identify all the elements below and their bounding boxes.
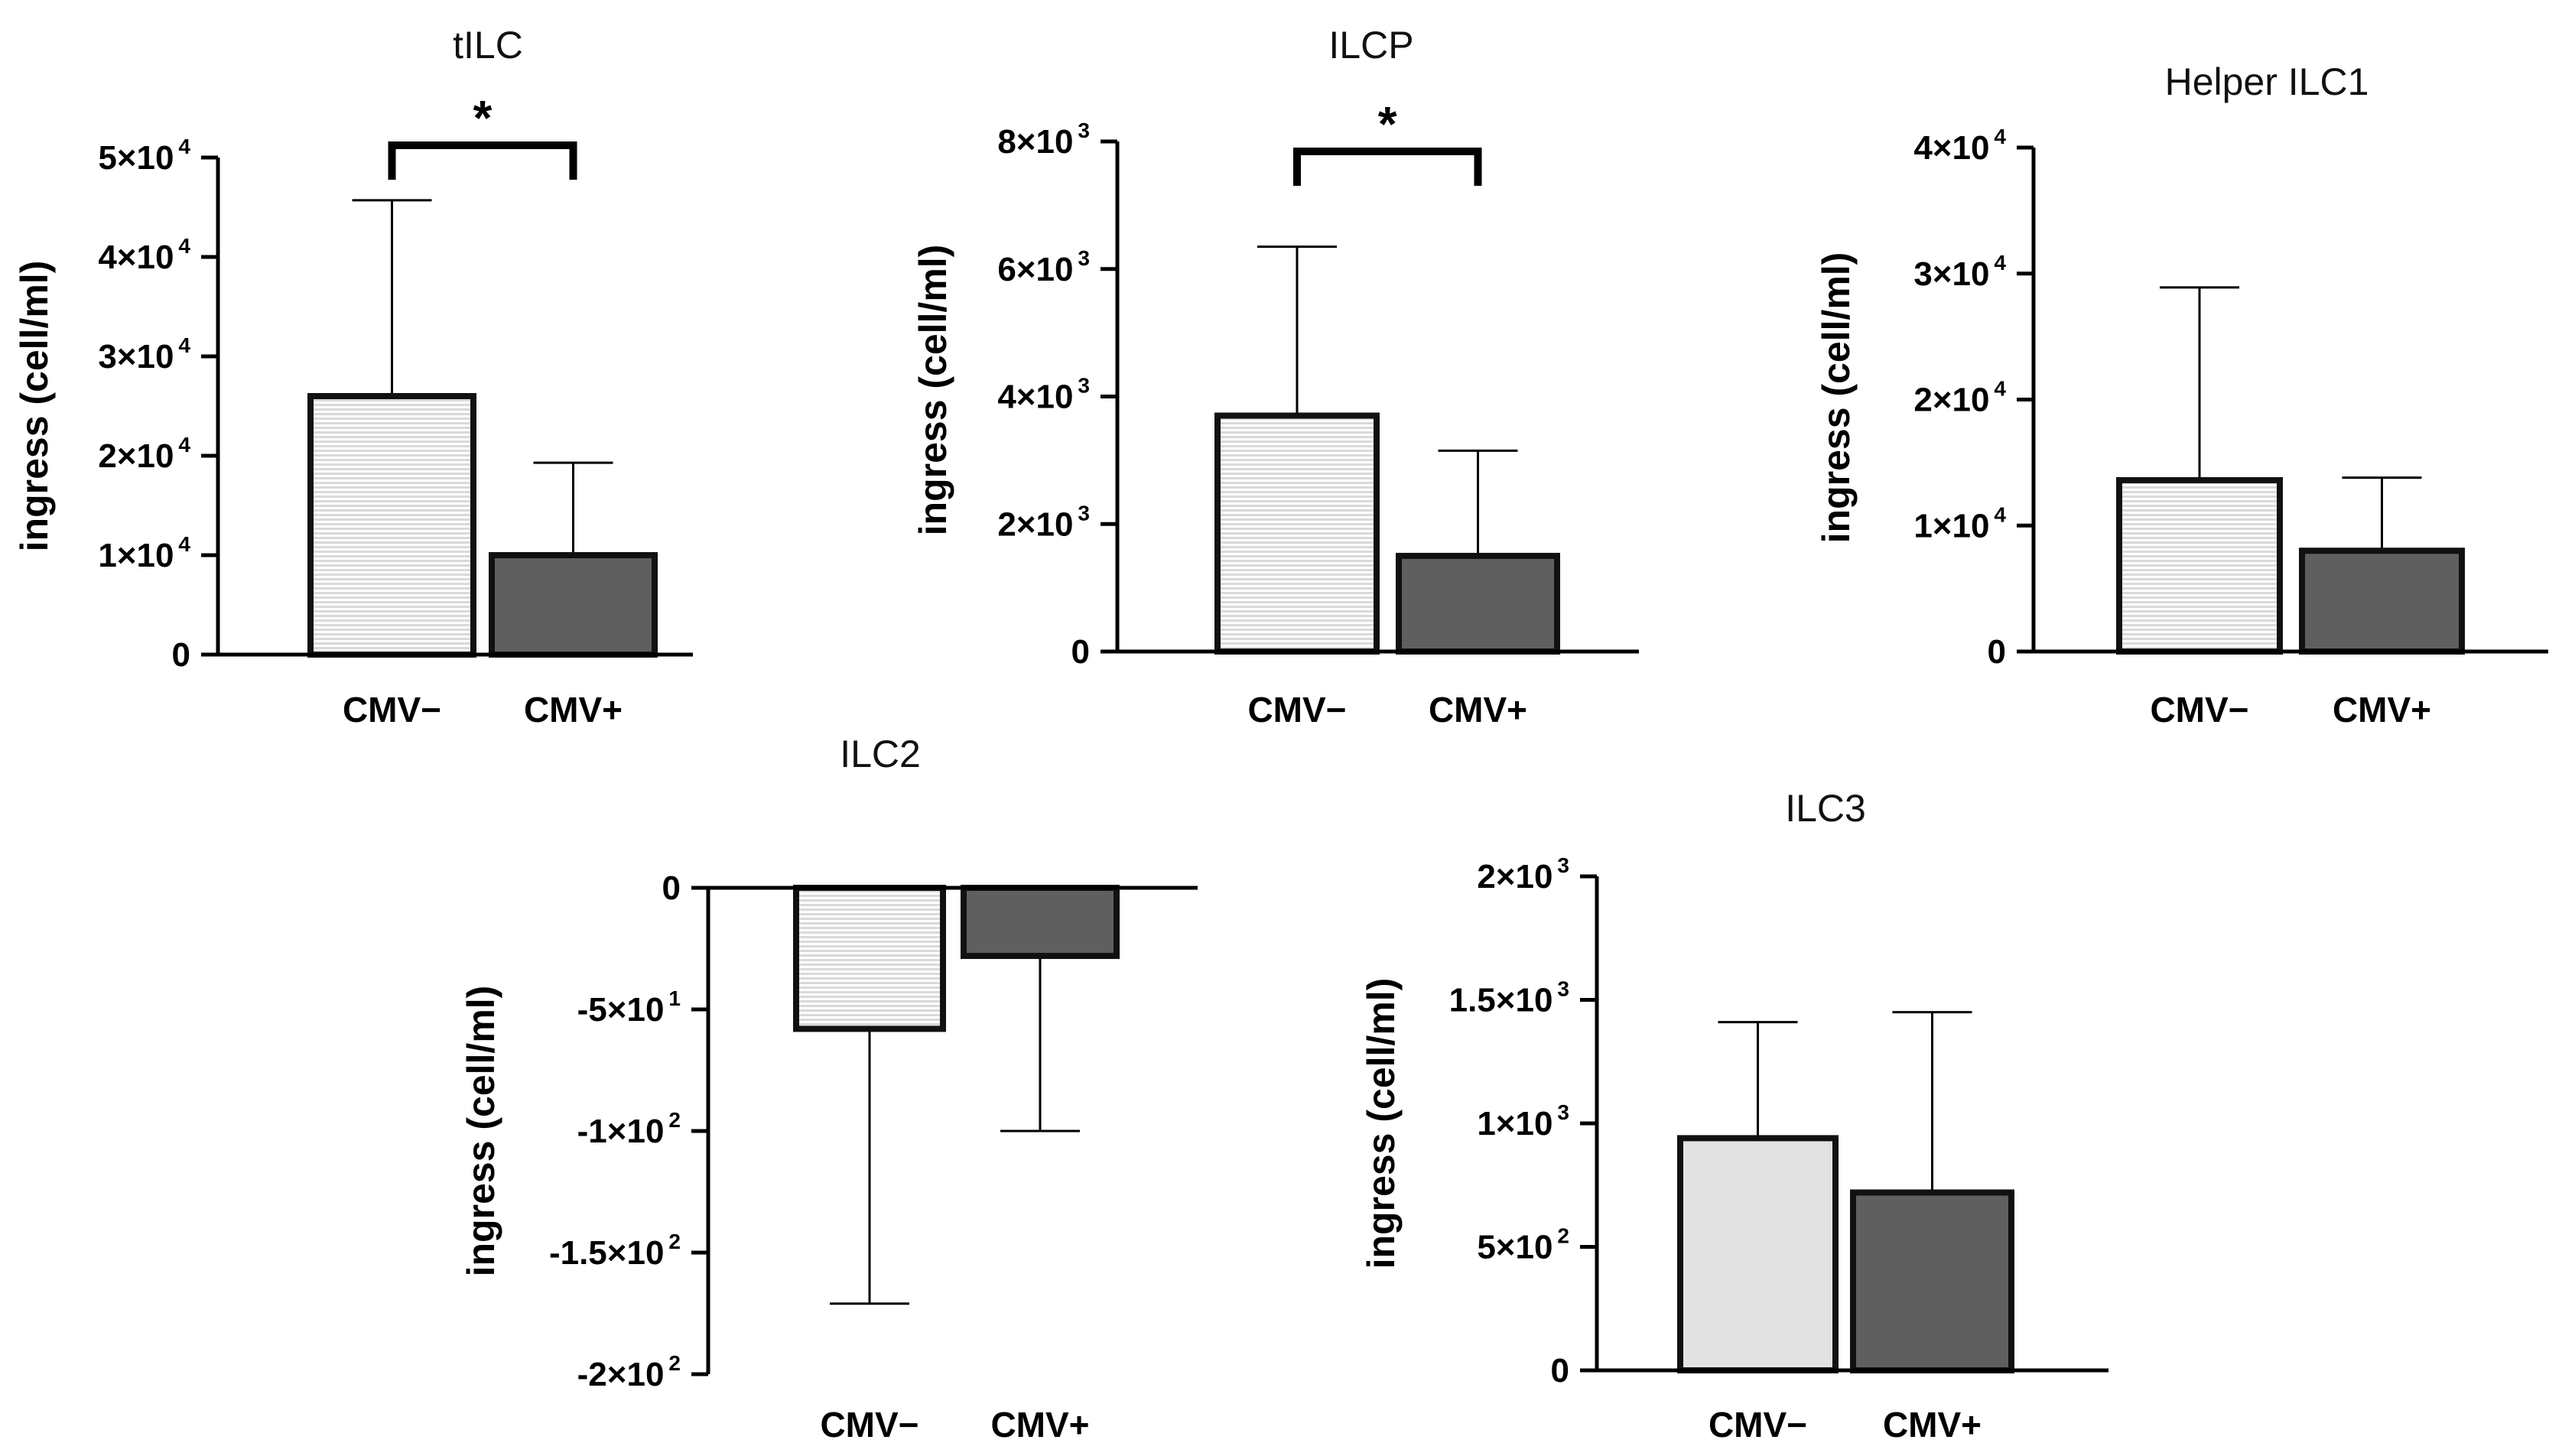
significance-bracket (388, 141, 577, 180)
x-category-label: CMV− (820, 1405, 918, 1445)
bar-cmv-negative (793, 885, 946, 1032)
y-axis-label: ingress (cell/ml) (1360, 978, 1403, 1269)
chart-title: ILC2 (840, 733, 921, 775)
y-tick-label: 5×10 4 (98, 135, 190, 177)
chart-ilc3: ILC3 ingress (cell/ml) 0 5×10 2 1×10 3 1.5×10 3 2… (1360, 787, 2108, 1445)
chart-tilc: tILC ingress (cell/ml) 0 1×10 4 2×10 4 3×10 4 4×1… (13, 24, 693, 730)
y-axis-label: ingress (cell/ml) (1815, 252, 1858, 544)
chart-ilcp: ILCP ingress (cell/ml) 0 2×10 3 4×10 3 6×10 3 8×1… (912, 24, 1639, 730)
bar-cmv-positive (1396, 552, 1560, 655)
y-axis-label: ingress (cell/ml) (460, 986, 502, 1277)
y-tick-label: 0 (1071, 633, 1090, 671)
y-tick-label: 1×10 3 (1477, 1100, 1569, 1142)
y-tick-label: 1×10 4 (1913, 502, 2006, 544)
y-tick-label: 0 (662, 869, 681, 907)
chart-title: ILC3 (1785, 787, 1866, 830)
y-tick-label: 5×10 2 (1477, 1224, 1569, 1266)
y-axis-label: ingress (cell/ml) (912, 245, 954, 536)
y-tick-label: -1×10 2 (577, 1108, 681, 1150)
x-category-label: CMV+ (524, 690, 623, 730)
bar-cmv-positive (1850, 1189, 2014, 1373)
y-tick-label: 0 (1988, 633, 2006, 671)
chart-title: ILCP (1328, 24, 1413, 67)
bar-cmv-positive (961, 885, 1120, 960)
chart-title: Helper ILC1 (2165, 60, 2369, 103)
y-tick-label: 0 (172, 636, 190, 674)
chart-ilc2: ILC2 ingress (cell/ml) 0 -5×10 1 -1×10 2 -1.5×1… (460, 733, 1198, 1445)
bar-cmv-negative (307, 393, 476, 658)
x-category-label: CMV− (343, 690, 441, 730)
x-category-label: CMV− (1247, 690, 1346, 730)
chart-title: tILC (453, 24, 523, 67)
chart-helper-ilc1: Helper ILC1 ingress (cell/ml) 0 1×10 4 2×10 4 3… (1815, 60, 2548, 730)
y-tick-label: 6×10 3 (997, 246, 1090, 288)
bar-cmv-negative (2116, 476, 2283, 655)
x-category-label: CMV+ (990, 1405, 1089, 1445)
bar-cmv-negative (1214, 412, 1380, 655)
y-tick-label: 4×10 4 (98, 234, 190, 276)
x-category-label: CMV+ (2333, 690, 2431, 730)
y-tick-label: 0 (1551, 1352, 1569, 1389)
significance-star: * (473, 90, 493, 145)
y-tick-label: 2×10 4 (1913, 377, 2006, 419)
y-tick-label: -1.5×10 2 (549, 1230, 681, 1272)
bar-cmv-positive (2299, 548, 2465, 655)
bar-cmv-positive (489, 552, 658, 658)
y-tick-label: 2×10 3 (997, 501, 1090, 543)
significance-bracket (1293, 148, 1482, 186)
y-tick-label: -5×10 1 (577, 986, 681, 1029)
y-tick-label: 8×10 3 (997, 119, 1090, 161)
y-axis-label: ingress (cell/ml) (13, 261, 56, 552)
y-tick-label: 4×10 4 (1913, 125, 2006, 167)
x-category-label: CMV+ (1883, 1405, 1982, 1445)
y-tick-label: 3×10 4 (1913, 251, 2006, 293)
y-tick-label: 2×10 4 (98, 433, 190, 475)
y-tick-label: 1×10 4 (98, 532, 190, 574)
x-category-label: CMV− (1709, 1405, 1807, 1445)
bar-cmv-negative (1677, 1135, 1839, 1373)
x-category-label: CMV+ (1429, 690, 1527, 730)
y-tick-label: 4×10 3 (997, 374, 1090, 416)
y-tick-label: 1.5×10 3 (1449, 977, 1569, 1019)
y-tick-label: 3×10 4 (98, 333, 190, 375)
chart-panels: tILC ingress (cell/ml) 0 1×10 4 2×10 4 3×10 4 4×1… (13, 24, 2548, 1445)
x-category-label: CMV− (2150, 690, 2248, 730)
y-tick-label: -2×10 2 (577, 1351, 681, 1393)
significance-star: * (1378, 96, 1397, 151)
y-tick-label: 2×10 3 (1477, 853, 1569, 895)
